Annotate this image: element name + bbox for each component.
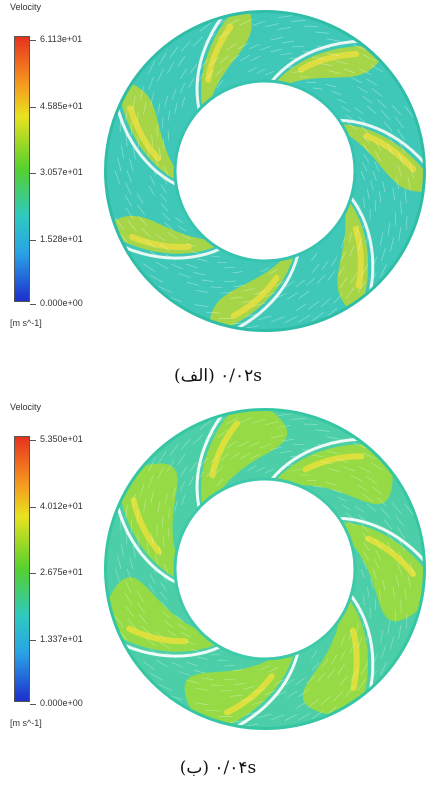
panel-a: Velocity 6.113e+01 4.585e+01 3.057e+01 1… xyxy=(0,0,436,395)
tick-label: 6.113e+01 xyxy=(29,34,83,44)
velocity-vector-field-b xyxy=(104,408,426,730)
units-label: [m s^-1] xyxy=(10,718,42,728)
legend-a: Velocity 6.113e+01 4.585e+01 3.057e+01 1… xyxy=(0,0,110,330)
tick-label: 0.000e+00 xyxy=(30,698,83,708)
colorbar xyxy=(14,36,30,302)
tick-label: 4.012e+01 xyxy=(30,501,83,511)
legend-b: Velocity 5.350e+01 4.012e+01 2.675e+01 1… xyxy=(0,400,110,730)
caption-b: ۰/۰۴s (ب) xyxy=(179,758,257,778)
caption-a: ۰/۰۲s (الف) xyxy=(173,366,263,386)
tick-label: 5.350e+01 xyxy=(30,434,83,444)
colorbar xyxy=(14,436,30,702)
tick-label: 0.000e+00 xyxy=(30,298,83,308)
panel-b: Velocity 5.350e+01 4.012e+01 2.675e+01 1… xyxy=(0,400,436,794)
tick-label: 1.528e+01 xyxy=(30,234,83,244)
tick-label: 3.057e+01 xyxy=(30,167,83,177)
units-label: [m s^-1] xyxy=(10,318,42,328)
tick-label: 2.675e+01 xyxy=(30,567,83,577)
tick-label: 4.585e+01 xyxy=(30,101,83,111)
tick-label: 1.337e+01 xyxy=(30,634,83,644)
velocity-vector-field-a xyxy=(104,10,426,332)
legend-title: Velocity xyxy=(10,402,42,412)
legend-title: Velocity xyxy=(10,2,42,12)
